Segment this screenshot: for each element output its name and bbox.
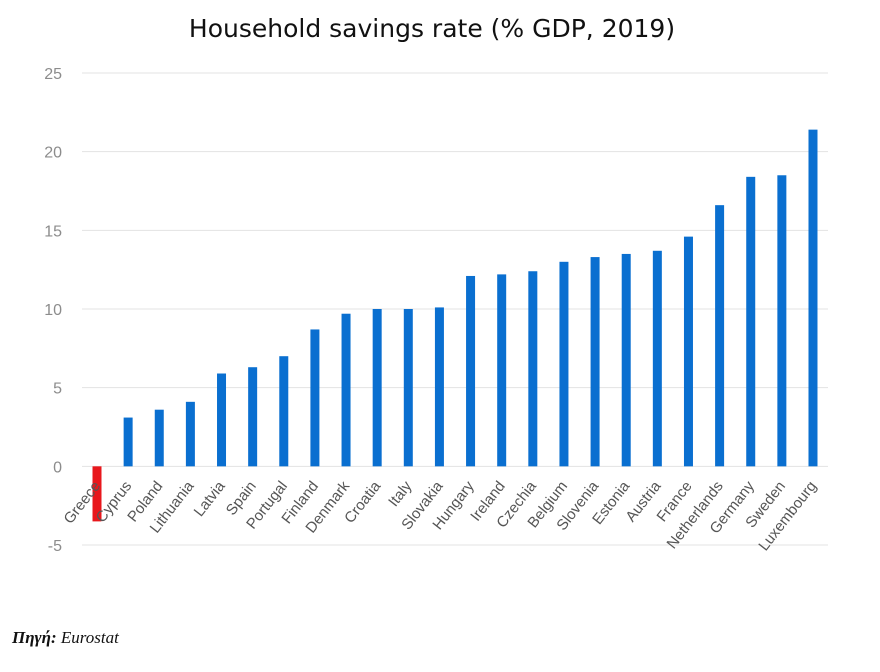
bar-denmark: [341, 313, 351, 467]
source-label: Πηγή:: [12, 628, 57, 647]
y-tick-label: 15: [44, 223, 62, 240]
bar-cyprus: [123, 417, 133, 467]
bar-latvia: [217, 373, 227, 467]
y-tick-label: 25: [44, 66, 62, 83]
bar-belgium: [559, 261, 569, 467]
y-tick-label: 20: [44, 145, 62, 162]
bar-estonia: [621, 253, 631, 467]
bar-chart: -5 0 5 10 15 20 25 GreeceCyprusPolandLithuania…: [44, 66, 828, 555]
y-tick-label: 5: [53, 381, 62, 398]
bars: [92, 129, 818, 522]
bar-hungary: [466, 275, 476, 467]
source-note: Πηγή: Eurostat: [12, 628, 119, 648]
source-value: Eurostat: [60, 628, 119, 647]
bar-lithuania: [185, 401, 195, 467]
bar-czechia: [528, 271, 538, 467]
bar-slovenia: [590, 257, 600, 467]
bar-spain: [248, 367, 258, 467]
x-axis-labels: GreeceCyprusPolandLithuaniaLatviaSpainPo…: [60, 477, 820, 554]
y-tick-label: -5: [48, 538, 62, 555]
bar-ireland: [497, 274, 507, 467]
y-tick-label: 0: [53, 459, 62, 476]
y-axis-ticks: -5 0 5 10 15 20 25: [44, 66, 62, 555]
bar-luxembourg: [808, 129, 818, 467]
bar-austria: [652, 250, 662, 467]
bar-croatia: [372, 309, 382, 467]
bar-germany: [746, 176, 756, 467]
bar-slovakia: [434, 307, 444, 467]
bar-finland: [310, 329, 320, 467]
bar-france: [683, 236, 693, 467]
gridlines: [82, 72, 828, 546]
x-tick-label: Latvia: [191, 477, 229, 520]
bar-greece: [92, 466, 102, 522]
bar-sweden: [777, 175, 787, 467]
bar-italy: [403, 309, 413, 467]
bar-netherlands: [715, 205, 725, 467]
y-tick-label: 10: [44, 302, 62, 319]
bar-portugal: [279, 356, 289, 467]
chart-title: Household savings rate (% GDP, 2019): [188, 14, 676, 43]
bar-poland: [154, 409, 164, 467]
